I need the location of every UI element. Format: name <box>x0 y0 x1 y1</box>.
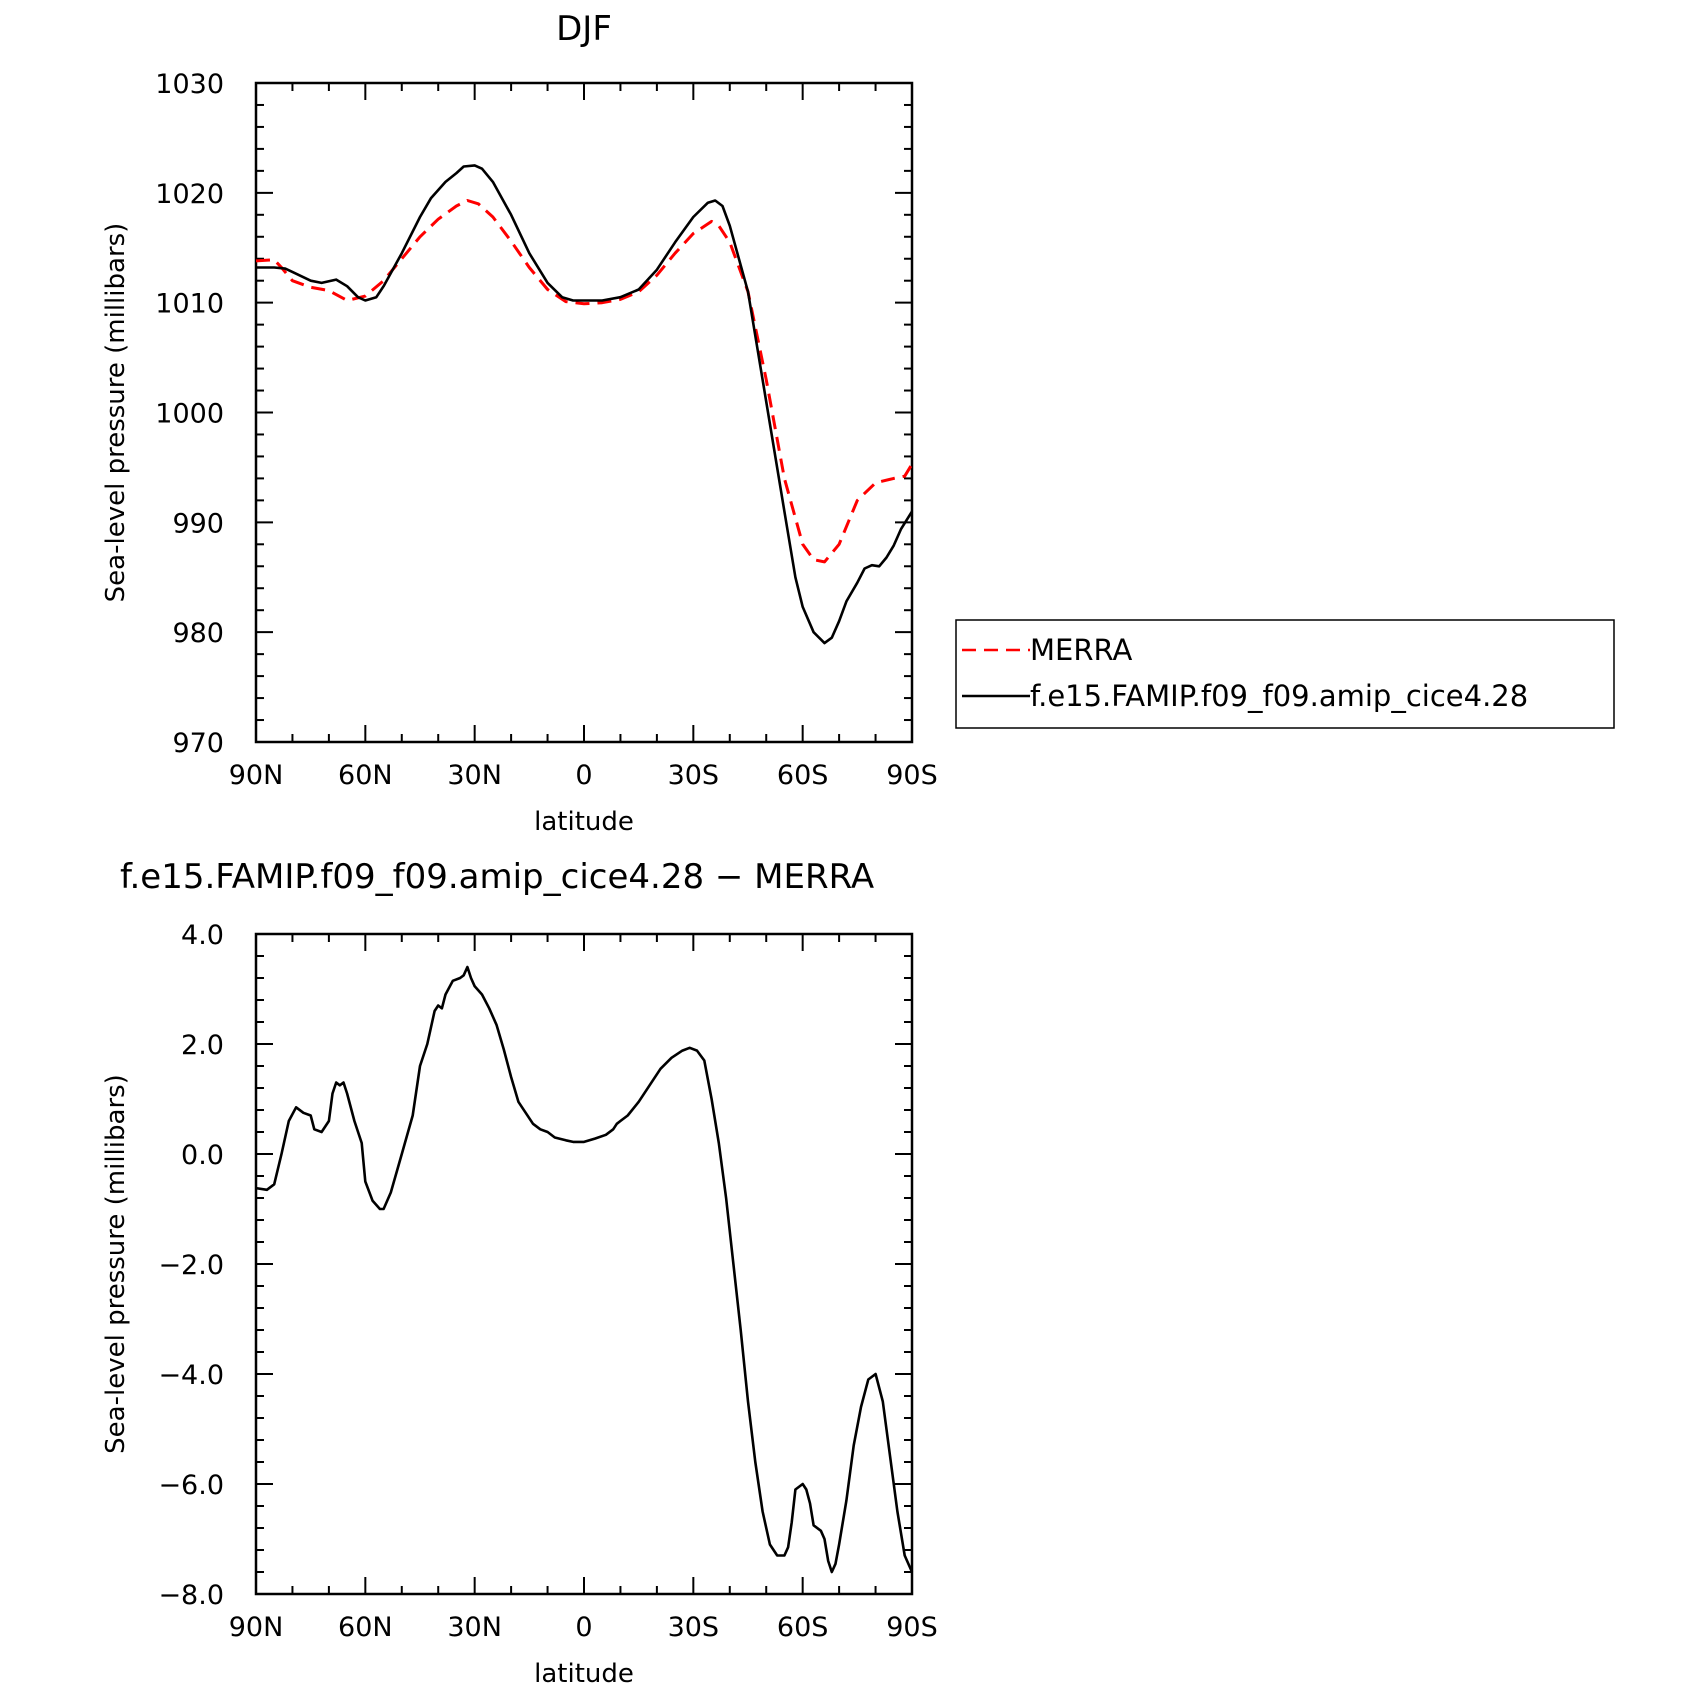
y-tick-label: 970 <box>172 728 224 759</box>
x-tick-label: 60N <box>338 760 393 791</box>
x-axis-label: latitude <box>534 1659 634 1689</box>
chart-title: DJF <box>556 9 612 49</box>
series-line-0 <box>255 965 914 1574</box>
legend-label: MERRA <box>1030 633 1132 667</box>
y-tick-label: 2.0 <box>181 1030 224 1061</box>
x-tick-label: 90S <box>886 760 938 791</box>
chart-difference: 90N 60N 30N 0 30S 60S 90S −8.0 −6.0 −4.0 −2.0 0.0 2.… <box>101 857 938 1689</box>
y-tick-label: 990 <box>172 508 224 539</box>
x-tick-label: 60N <box>338 1612 393 1643</box>
x-axis-label: latitude <box>534 807 634 837</box>
x-tick-label: 30S <box>668 760 720 791</box>
y-tick-label: 4.0 <box>181 920 224 951</box>
chart-title: f.e15.FAMIP.f09_f09.amip_cice4.28 − MERR… <box>120 857 874 897</box>
x-tick-label: 0 <box>575 1612 592 1643</box>
x-tick-label: 30N <box>447 760 502 791</box>
y-tick-label: −4.0 <box>158 1360 224 1391</box>
legend: MERRA f.e15.FAMIP.f09_f09.amip_cice4.28 <box>955 619 1615 729</box>
plot-frame <box>254 932 914 1596</box>
y-tick-label: 1020 <box>155 179 224 210</box>
x-tick-label: 0 <box>575 760 592 791</box>
y-axis-label: Sea-level pressure (millibars) <box>101 1074 131 1454</box>
y-tick-label: 1030 <box>155 69 224 100</box>
legend-box <box>955 619 1615 729</box>
x-tick-label: 60S <box>777 1612 829 1643</box>
x-tick-label: 90S <box>886 1612 938 1643</box>
x-tick-label: 30S <box>668 1612 720 1643</box>
series-line-0 <box>255 199 914 564</box>
y-tick-label: −6.0 <box>158 1470 224 1501</box>
x-tick-label: 30N <box>447 1612 502 1643</box>
y-tick-label: 1010 <box>155 289 224 320</box>
y-tick-label: 1000 <box>155 399 224 430</box>
series-line-1 <box>256 164 914 645</box>
x-tick-label: 90N <box>229 1612 284 1643</box>
x-tick-label: 90N <box>229 760 284 791</box>
chart-djf: 90N 60N 30N 0 30S 60S 90S 970 980 990 1000 1010 1020… <box>101 9 1615 837</box>
y-tick-label: 0.0 <box>181 1140 224 1171</box>
y-tick-label: −2.0 <box>158 1250 224 1281</box>
plot-frame <box>254 81 914 744</box>
legend-label: f.e15.FAMIP.f09_f09.amip_cice4.28 <box>1030 679 1528 713</box>
y-tick-label: 980 <box>172 618 224 649</box>
x-tick-label: 60S <box>777 760 829 791</box>
y-axis-label: Sea-level pressure (millibars) <box>101 223 131 603</box>
y-tick-label: −8.0 <box>158 1580 224 1611</box>
